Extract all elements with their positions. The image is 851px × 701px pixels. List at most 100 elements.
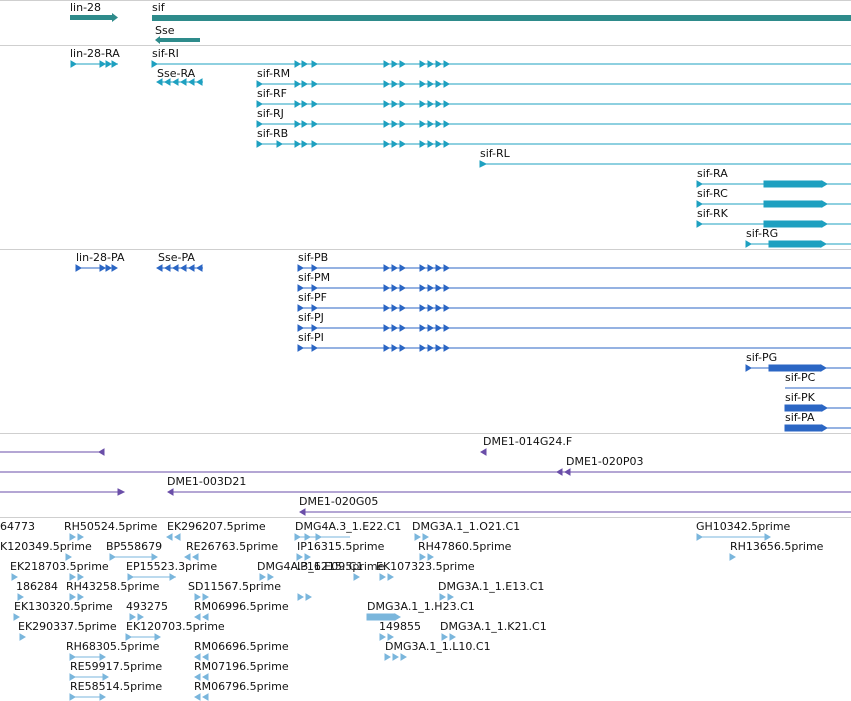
est-label: 149855 — [379, 620, 421, 633]
est-label: IP16215.5prime — [297, 560, 385, 573]
protein-label: sif-PA — [785, 411, 815, 424]
transcript-lin-28-RA-exons — [70, 60, 118, 68]
est-label: BP558679 — [106, 540, 163, 553]
transcript-sif-RJ-exons — [256, 120, 450, 128]
transcript-label: Sse-RA — [157, 67, 196, 80]
gene-sif-bar[interactable] — [152, 15, 851, 21]
transcript-sif-RL-exon — [479, 160, 488, 168]
est-label: RH13656.5prime — [730, 540, 824, 553]
protein-label: Sse-PA — [158, 251, 195, 264]
clone-label: DME1-014G24.F — [483, 435, 573, 448]
clone-label: DME1-020G05 — [299, 495, 379, 508]
est-label: RH47860.5prime — [418, 540, 512, 553]
protein-Sse-PA-exons — [156, 264, 203, 272]
transcript-sif-RA-exon-start — [696, 180, 703, 188]
est-label: RM06696.5prime — [194, 640, 289, 653]
transcript-sif-RG-exon-start — [745, 240, 752, 248]
protein-label: sif-PG — [746, 351, 778, 364]
est-label: RE58514.5prime — [70, 680, 163, 693]
transcript-sif-RK-exon-start — [696, 220, 703, 228]
est-row-6-marks — [19, 633, 456, 641]
gene-Sse-bar[interactable] — [160, 38, 200, 42]
protein-sif-PB-exons — [297, 264, 450, 272]
track-separator-top — [0, 0, 851, 1]
est-label: SD11567.5prime — [188, 580, 281, 593]
transcript-label: sif-RB — [257, 127, 289, 140]
track-separator-clones — [0, 517, 851, 518]
est-row-5-marks — [13, 613, 401, 621]
track-separator-transcripts — [0, 249, 851, 250]
gene-track — [70, 13, 851, 44]
transcript-sif-RC-arrowhead — [821, 200, 828, 208]
est-label: RE26763.5prime — [186, 540, 279, 553]
protein-sif-PA-cds — [784, 424, 823, 432]
est-label: K120349.5prime — [0, 540, 92, 553]
protein-label: sif-PK — [785, 391, 815, 404]
gene-label: sif — [152, 1, 165, 14]
transcript-sif-RG-cds — [768, 240, 822, 248]
est-label: DMG4A.3_1.E09.C1 — [257, 560, 364, 573]
transcript-sif-RI-exons — [151, 60, 450, 68]
transcript-sif-RA-cds — [763, 180, 823, 188]
transcript-label: sif-RG — [746, 227, 779, 240]
protein-label: lin-28-PA — [76, 251, 125, 264]
est-label: EK107323.5prime — [376, 560, 475, 573]
est-label: DMG3A.1_1.K21.C1 — [440, 620, 547, 633]
protein-lin-28-PA-exons — [75, 264, 118, 272]
transcript-sif-RK-arrowhead — [821, 220, 828, 228]
gene-lin-28-bar[interactable] — [70, 15, 112, 20]
transcript-sif-RC-cds — [763, 200, 823, 208]
transcript-label: sif-RC — [697, 187, 728, 200]
protein-label: sif-PB — [298, 251, 329, 264]
transcript-label: sif-RK — [697, 207, 728, 220]
gene-label: lin-28 — [70, 1, 102, 14]
est-row-2-marks — [65, 553, 736, 561]
protein-sif-PJ-exons — [297, 324, 450, 332]
track-separator-proteins — [0, 433, 851, 434]
transcript-sif-RF-exons — [256, 100, 450, 108]
est-label: RM06796.5prime — [194, 680, 289, 693]
clone-DME1-014G24.F-marker[interactable] — [480, 448, 487, 456]
est-label: 493275 — [126, 600, 168, 613]
transcript-sif-RB-exons — [256, 140, 450, 148]
protein-sif-PI-exons — [297, 344, 450, 352]
transcript-label: lin-28-RA — [70, 47, 120, 60]
est-label: EK218703.5prime — [10, 560, 109, 573]
protein-sif-PF-exons — [297, 304, 450, 312]
est-label: DMG4A.3_1.E22.C1 — [295, 520, 402, 533]
est-label: EK120703.5prime — [126, 620, 225, 633]
est-label: GH10342.5prime — [696, 520, 791, 533]
est-label: EK296207.5prime — [167, 520, 266, 533]
transcript-sif-RA-arrowhead — [821, 180, 828, 188]
clone-DME1-020P03-marker-a — [556, 468, 563, 476]
transcript-sif-RG-arrowhead — [820, 240, 827, 248]
protein-label: sif-PM — [298, 271, 331, 284]
protein-track — [75, 264, 851, 432]
est-label: EK290337.5prime — [18, 620, 117, 633]
est-label: RM07196.5prime — [194, 660, 289, 673]
est-label: IP16315.5prime — [297, 540, 385, 553]
est-label: RH43258.5prime — [66, 580, 160, 593]
gene-lin-28-arrowhead — [112, 13, 118, 22]
transcript-label: sif-RA — [697, 167, 728, 180]
clone-track — [0, 448, 851, 516]
transcript-sif-RM-exons — [256, 80, 450, 88]
est-track — [11, 533, 771, 701]
clone-left-2-arrowhead — [117, 488, 126, 496]
est-label: 64773 — [0, 520, 35, 533]
transcript-label: sif-RF — [257, 87, 287, 100]
track-separator-genes — [0, 45, 851, 46]
protein-sif-PG-arrowhead — [820, 364, 827, 372]
clone-DME1-020P03-marker-b — [564, 468, 571, 476]
gene-label: Sse — [155, 24, 175, 37]
est-row-7-marks — [69, 653, 407, 661]
protein-sif-PK-arrowhead — [821, 404, 828, 412]
protein-sif-PA-arrowhead — [821, 424, 828, 432]
gene-Sse-arrowhead — [155, 36, 160, 44]
protein-label: sif-PC — [785, 371, 816, 384]
est-label: EK130320.5prime — [14, 600, 113, 613]
protein-label: sif-PI — [298, 331, 324, 344]
transcript-sif-RC-exon-start — [696, 200, 703, 208]
